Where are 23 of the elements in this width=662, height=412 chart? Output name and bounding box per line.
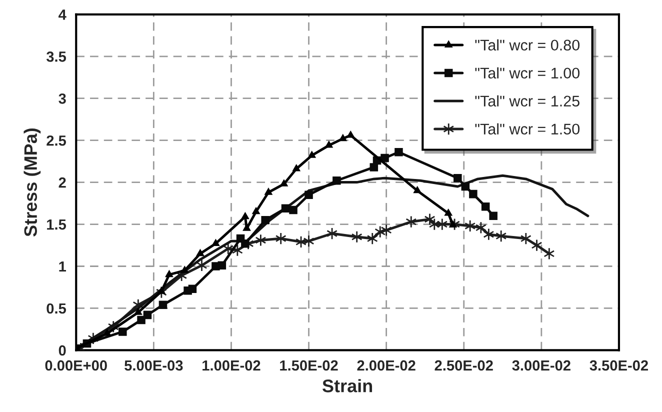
legend-label: "Tal" wcr = 0.80 xyxy=(475,39,580,51)
y-tick-label: 3 xyxy=(58,93,66,104)
x-tick-label: 0.00E+00 xyxy=(45,360,107,371)
y-tick-label: 0.5 xyxy=(46,303,66,314)
y-tick-label: 2.5 xyxy=(46,135,66,146)
x-tick-label: 1.00E-02 xyxy=(202,360,260,371)
x-tick-label: 2.50E-02 xyxy=(434,360,493,371)
y-tick-label: 2 xyxy=(58,177,66,188)
y-tick-label: 4 xyxy=(58,10,66,20)
x-tick-label: 3.00E-02 xyxy=(512,360,570,371)
legend-label: "Tal" wcr = 1.00 xyxy=(475,67,580,79)
legend-label: "Tal" wcr = 1.25 xyxy=(475,95,580,107)
y-tick-label: 3.5 xyxy=(46,51,66,62)
x-tick-label: 1.50E-02 xyxy=(280,360,338,371)
x-tick-label: 2.00E-02 xyxy=(357,360,416,371)
y-tick-label: 0 xyxy=(58,345,66,356)
x-axis-title: Strain xyxy=(322,379,372,392)
y-tick-label: 1 xyxy=(59,262,66,272)
x-tick-label: 3.50E-02 xyxy=(590,360,648,371)
x-tick-label: 5.00E-03 xyxy=(124,360,183,371)
legend-label: "Tal" wcr = 1.50 xyxy=(475,123,580,135)
y-tick-label: 1.5 xyxy=(47,220,66,230)
y-axis-title: Stress (MPa) xyxy=(24,128,41,236)
